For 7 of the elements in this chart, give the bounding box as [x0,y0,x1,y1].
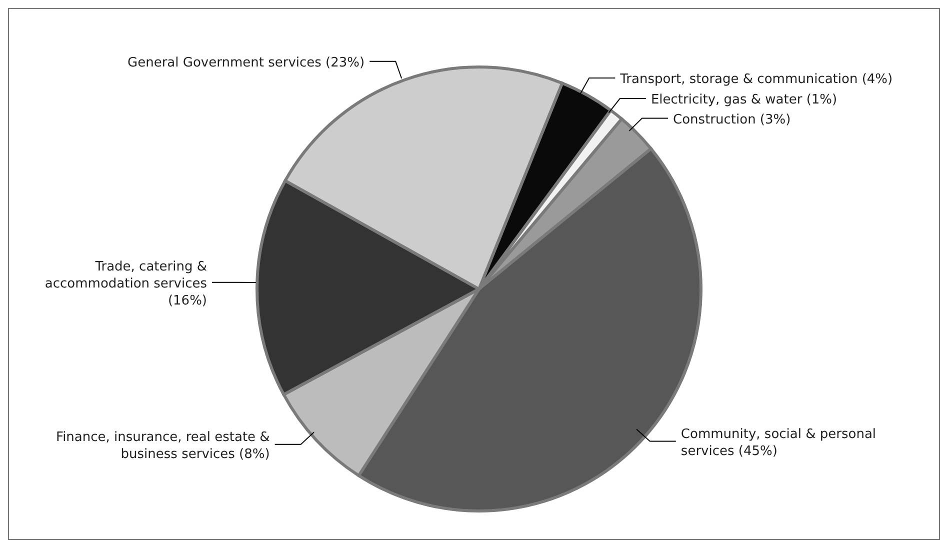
slice-label: Construction (3%) [673,112,791,128]
slice-label: General Government services (23%) [128,55,365,70]
slice-label: Finance, insurance, real estate & business services (8%) [56,430,270,462]
slice-label: Community, social & personal services (45%) [680,426,876,459]
slice-label: Transport, storage & communication (4%) [619,72,893,87]
slice-label: Trade, catering & accommodation services (16%) [44,259,208,308]
slice-label: Electricity, gas & water (1%) [650,92,838,108]
